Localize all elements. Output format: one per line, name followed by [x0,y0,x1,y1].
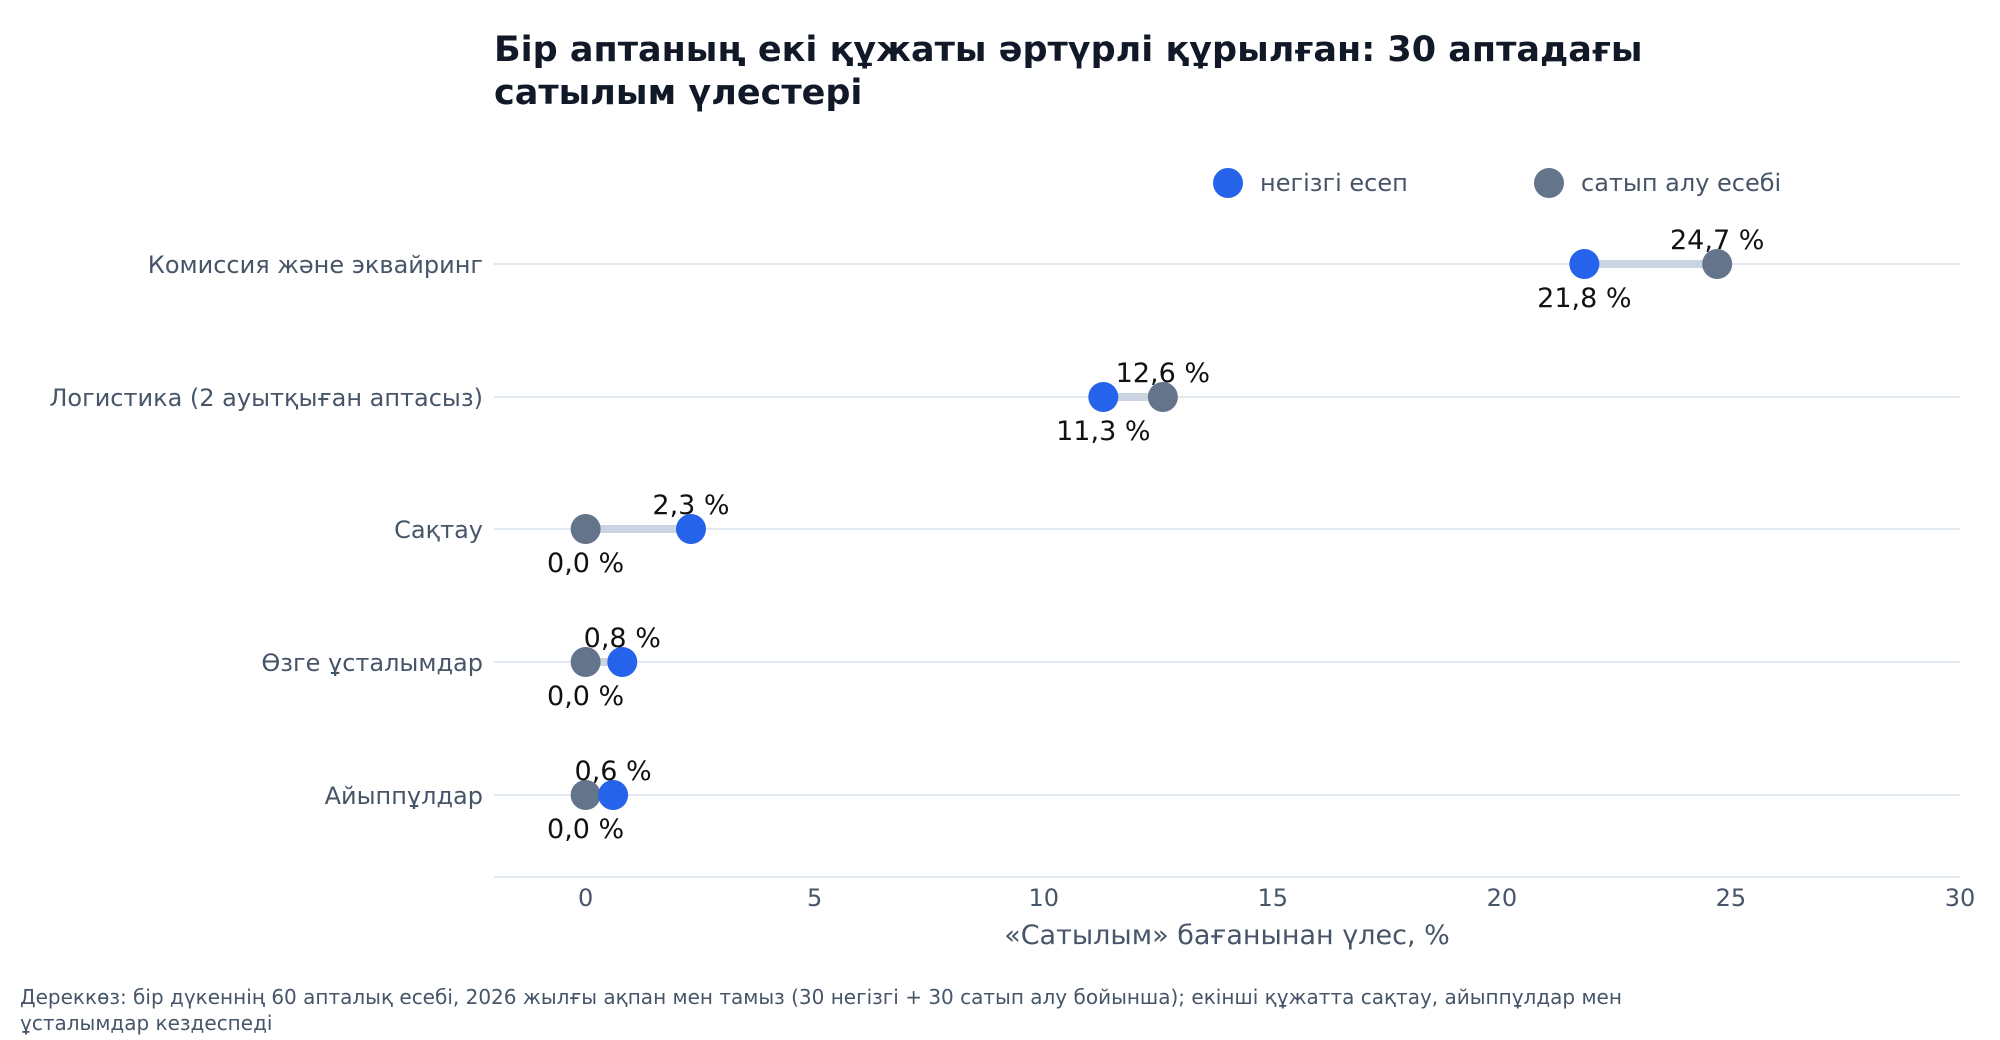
x-tick-label: 10 [1028,884,1059,912]
value-labels: 21,8 % 24,7 % 11,3 % 12,6 % 2,3 % 0,0 % 0,8 % 0… [547,225,1764,845]
category-label: Айыппұлдар [325,782,483,810]
marker-primary [1569,249,1600,279]
marker-purchase [1702,249,1733,279]
x-tick-label: 20 [1487,884,1518,912]
value-label-primary: 0,6 % [575,756,652,787]
legend-label-purchase: сатып алу есебі [1581,169,1781,197]
data-markers [570,249,1733,810]
marker-primary [607,647,638,677]
footnote-line-2: ұсталымдар кездеспеді [20,1011,272,1035]
x-tick-label: 0 [578,884,593,912]
value-label-primary: 11,3 % [1056,416,1150,447]
value-label-primary: 2,3 % [652,490,729,521]
value-label-purchase: 24,7 % [1670,225,1764,256]
chart-title-line-2: сатылым үлестері [494,73,862,113]
chart-title: Бір аптаның екі құжаты әртүрлі құрылған:… [494,30,1643,113]
value-label-primary: 0,8 % [584,623,661,654]
legend-marker-primary [1213,168,1243,198]
x-tick-label: 5 [807,884,822,912]
category-label: Өзге ұсталымдар [261,649,483,677]
legend: негізгі есеп сатып алу есебі [1213,168,1781,198]
marker-purchase [570,647,601,677]
marker-purchase [570,780,601,810]
value-label-purchase: 12,6 % [1116,358,1210,389]
marker-primary [1088,382,1119,412]
category-labels: Комиссия және эквайринг Логистика (2 ауыт… [49,251,483,810]
value-label-purchase: 0,0 % [547,548,624,579]
x-tick-label: 25 [1716,884,1747,912]
footnote-line-1: Дереккөз: бір дүкеннің 60 апталық есебі,… [20,985,1622,1009]
value-label-purchase: 0,0 % [547,681,624,712]
marker-primary [598,780,629,810]
marker-purchase [570,514,601,544]
legend-marker-purchase [1534,168,1564,198]
value-label-purchase: 0,0 % [547,814,624,845]
gridlines [494,263,1960,796]
legend-label-primary: негізгі есеп [1260,169,1408,197]
marker-primary [675,514,706,544]
value-label-primary: 21,8 % [1537,283,1631,314]
x-tick-label: 15 [1258,884,1289,912]
x-tick-label: 30 [1945,884,1976,912]
x-axis-title: «Сатылым» бағанынан үлес, % [1004,920,1450,951]
category-label: Логистика (2 ауытқыған аптасыз) [49,384,483,412]
chart-title-line-1: Бір аптаның екі құжаты әртүрлі құрылған:… [494,30,1643,70]
marker-purchase [1147,382,1178,412]
x-tick-labels: 0 5 10 15 20 25 30 [578,884,1975,912]
category-label: Сақтау [394,516,483,544]
footnote: Дереккөз: бір дүкеннің 60 апталық есебі,… [20,985,1622,1035]
category-label: Комиссия және эквайринг [148,251,483,279]
